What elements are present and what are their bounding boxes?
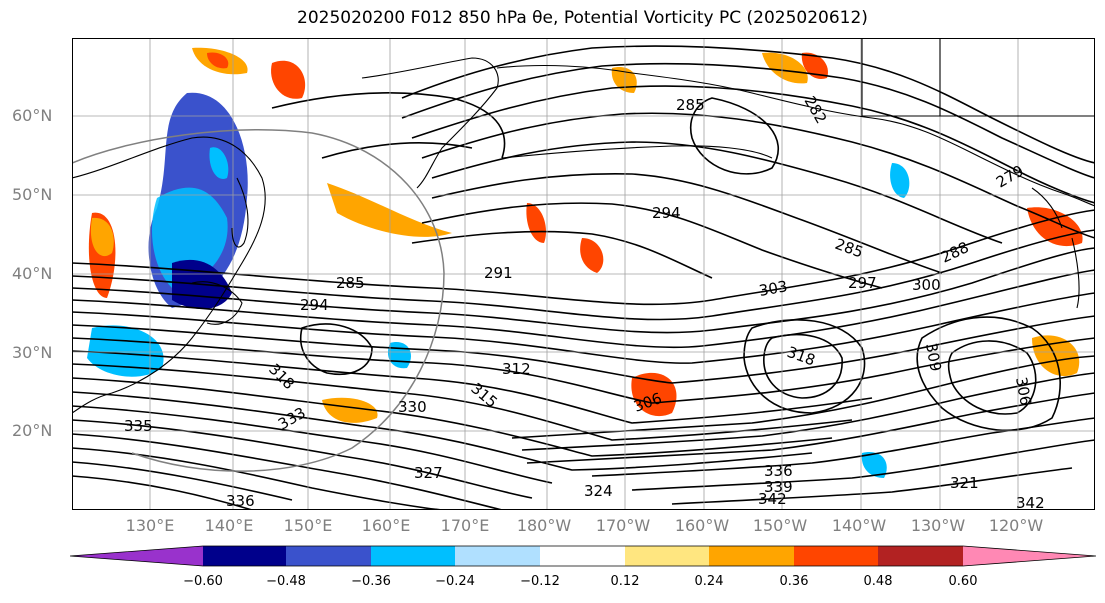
reference-circle — [72, 129, 445, 472]
contour-label: 306 — [1012, 376, 1035, 407]
contour-label: 321 — [950, 474, 979, 492]
colorbar-tick-label: 0.48 — [863, 574, 893, 589]
lon-label: 130°E — [125, 516, 175, 535]
lon-label: 180°W — [516, 516, 572, 535]
map-frame — [72, 38, 1095, 510]
lon-label: 150°W — [752, 516, 808, 535]
colorbar-swatch — [455, 546, 540, 566]
colorbar-swatch — [203, 546, 286, 566]
colorbar-swatch — [540, 546, 625, 566]
lat-label: 40°N — [12, 264, 53, 283]
lon-label: 170°E — [440, 516, 490, 535]
contour-label: 324 — [584, 482, 613, 500]
contour-label: 335 — [124, 417, 153, 435]
colorbar-tick-label: −0.12 — [520, 574, 560, 589]
contour-label: 303 — [758, 277, 789, 300]
colorbar-tick-label: −0.24 — [435, 574, 475, 589]
lat-label: 50°N — [12, 185, 53, 204]
contour-label: 336 — [764, 462, 793, 480]
map-title: 2025020200 F012 850 hPa θe, Potential Vo… — [297, 8, 868, 28]
lon-label: 140°E — [204, 516, 254, 535]
colorbar-outline — [70, 545, 1096, 567]
lon-label: 150°E — [283, 516, 333, 535]
colorbar-swatch — [794, 546, 878, 566]
contour-label: 309 — [922, 342, 945, 373]
lat-lon-grid — [72, 38, 1095, 510]
contour-label: 285 — [676, 96, 705, 114]
colorbar-swatch — [286, 546, 371, 566]
colorbar-tick-label: 0.12 — [610, 574, 640, 589]
colorbar-swatch — [625, 546, 709, 566]
contour-label: 297 — [848, 274, 877, 292]
contour-label: 291 — [484, 264, 513, 282]
colorbar-swatch — [709, 546, 794, 566]
coastlines — [72, 38, 1095, 414]
colorbar — [70, 545, 1096, 567]
lon-label: 130°W — [910, 516, 966, 535]
contour-label: 294 — [652, 204, 681, 222]
colorbar-tick-label: 0.36 — [779, 574, 809, 589]
contour-label: 339 — [764, 478, 793, 496]
lon-label: 140°W — [831, 516, 887, 535]
colorbar-swatch — [371, 546, 455, 566]
colorbar-tick-label: −0.48 — [266, 574, 306, 589]
map-panel: 285 282 279 294 285 288 291 285 294 303 … — [72, 38, 1095, 510]
contour-label: 300 — [912, 276, 941, 294]
colorbar-tick-label: −0.60 — [183, 574, 223, 589]
contour-label: 294 — [300, 296, 329, 314]
lat-label: 30°N — [12, 343, 53, 362]
contour-label: 342 — [758, 490, 787, 508]
contour-label: 312 — [502, 360, 531, 378]
lon-label: 160°W — [674, 516, 730, 535]
lat-label: 20°N — [12, 421, 53, 440]
contour-label: 285 — [336, 274, 365, 292]
contour-label: 327 — [414, 464, 443, 482]
theta-e-contours — [72, 45, 1095, 510]
contour-label: 342 — [1016, 494, 1045, 510]
colorbar-tick-label: 0.60 — [948, 574, 978, 589]
colorbar-swatches — [70, 545, 1096, 567]
colorbar-tick-label: 0.24 — [694, 574, 724, 589]
colorbar-extend-high — [963, 546, 1096, 566]
contour-label: 336 — [226, 492, 255, 510]
lon-label: 160°E — [361, 516, 411, 535]
colorbar-swatch — [878, 546, 963, 566]
colorbar-tick-label: −0.36 — [351, 574, 391, 589]
contour-label: 330 — [398, 398, 427, 416]
lon-label: 120°W — [988, 516, 1044, 535]
lat-label: 60°N — [12, 106, 53, 125]
lon-label: 170°W — [595, 516, 651, 535]
colorbar-extend-low — [70, 546, 203, 566]
